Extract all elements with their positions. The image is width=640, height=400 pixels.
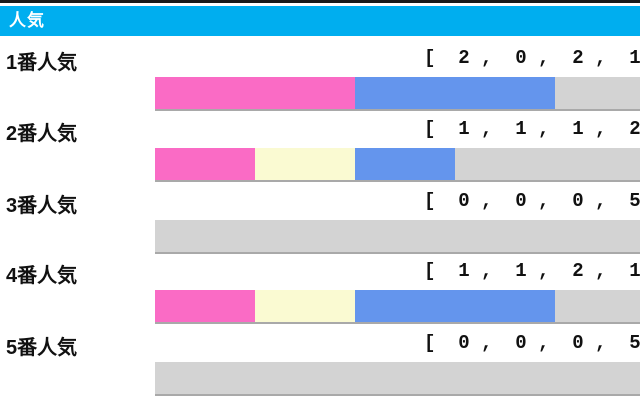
- bar-segment-blue: [355, 148, 455, 180]
- row-label: 5番人気: [6, 337, 78, 359]
- row-3rd-favorite: 3番人気 [ 0 , 0 , 0 , 5: [0, 187, 640, 254]
- row-label: 2番人気: [6, 123, 78, 145]
- row-values-text: [ 1 , 1 , 2 , 1: [424, 260, 640, 282]
- bar-segment-gray: [155, 220, 640, 252]
- row-label: 1番人気: [6, 52, 78, 74]
- stacked-bar: [155, 77, 640, 111]
- header-title: 人気: [9, 11, 45, 30]
- bar-segment-pink: [155, 148, 255, 180]
- row-2nd-favorite: 2番人気 [ 1 , 1 , 1 , 2: [0, 115, 640, 182]
- row-values-text: [ 2 , 0 , 2 , 1: [424, 47, 640, 69]
- bar-segment-gray: [555, 77, 640, 109]
- row-label: 4番人気: [6, 265, 78, 287]
- top-border-line: [0, 0, 640, 3]
- bar-segment-pink: [155, 290, 255, 322]
- row-1st-favorite: 1番人気 [ 2 , 0 , 2 , 1: [0, 44, 640, 111]
- bar-segment-gray: [555, 290, 640, 322]
- row-values-text: [ 1 , 1 , 1 , 2: [424, 118, 640, 140]
- header-bar: 人気: [0, 6, 640, 36]
- bar-segment-pink: [155, 77, 355, 109]
- row-4th-favorite: 4番人気 [ 1 , 1 , 2 , 1: [0, 257, 640, 324]
- bar-segment-blue: [355, 77, 555, 109]
- row-values-text: [ 0 , 0 , 0 , 5: [424, 332, 640, 354]
- row-values-text: [ 0 , 0 , 0 , 5: [424, 190, 640, 212]
- stacked-bar: [155, 290, 640, 324]
- bar-segment-cream: [255, 290, 355, 322]
- row-5th-favorite: 5番人気 [ 0 , 0 , 0 , 5: [0, 329, 640, 396]
- bar-segment-blue: [355, 290, 555, 322]
- bar-segment-gray: [455, 148, 640, 180]
- stacked-bar: [155, 220, 640, 254]
- bar-segment-cream: [255, 148, 355, 180]
- stacked-bar: [155, 148, 640, 182]
- row-label: 3番人気: [6, 195, 78, 217]
- stacked-bar: [155, 362, 640, 396]
- bar-segment-gray: [155, 362, 640, 394]
